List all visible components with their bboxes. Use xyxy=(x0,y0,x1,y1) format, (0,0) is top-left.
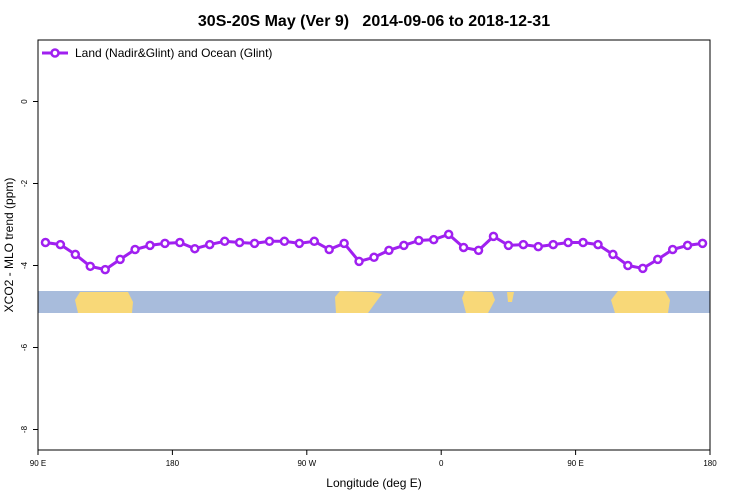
x-tick-label: 90 E xyxy=(567,459,583,468)
legend-marker xyxy=(50,48,60,58)
point xyxy=(608,249,618,260)
point xyxy=(399,240,409,251)
y-tick-label: -4 xyxy=(20,261,29,269)
point xyxy=(219,236,230,247)
point xyxy=(369,252,379,263)
point xyxy=(443,229,454,240)
point xyxy=(100,264,110,275)
point xyxy=(488,231,499,242)
y-tick-label: 0 xyxy=(20,99,29,104)
point xyxy=(533,241,544,252)
point xyxy=(473,245,484,256)
point xyxy=(40,237,51,248)
point xyxy=(652,254,663,265)
point xyxy=(85,261,96,272)
point xyxy=(70,249,81,260)
point xyxy=(324,244,334,255)
point xyxy=(339,238,349,249)
point xyxy=(682,240,693,251)
land xyxy=(462,291,495,313)
map-strip xyxy=(38,291,710,313)
legend-label: Land (Nadir&Glint) and Ocean (Glint) xyxy=(75,46,272,60)
land xyxy=(335,291,382,313)
land xyxy=(507,292,514,302)
point xyxy=(667,244,678,255)
chart-title: 30S-20S May (Ver 9) 2014-09-06 to 2018-1… xyxy=(198,13,550,30)
point xyxy=(294,238,305,249)
point xyxy=(414,235,424,246)
point xyxy=(638,263,648,274)
point xyxy=(428,234,439,245)
point xyxy=(234,237,245,248)
point xyxy=(518,239,529,250)
land xyxy=(611,291,670,313)
plot-frame xyxy=(37,39,711,451)
point xyxy=(563,237,573,248)
x-tick-label: 180 xyxy=(166,459,180,468)
point xyxy=(309,236,320,247)
point xyxy=(190,243,200,254)
x-axis-label: Longitude (deg E) xyxy=(326,476,421,490)
point xyxy=(145,240,155,251)
point xyxy=(578,237,588,248)
point xyxy=(115,254,125,265)
series-line xyxy=(45,232,703,272)
x-tick-label: 180 xyxy=(703,459,717,468)
point xyxy=(593,239,603,250)
y-tick-label: -2 xyxy=(20,179,29,187)
point xyxy=(279,236,290,247)
point xyxy=(160,238,170,249)
point xyxy=(249,238,260,249)
point xyxy=(204,239,215,250)
y-axis-label: XCO2 - MLO trend (ppm) xyxy=(2,178,16,313)
point xyxy=(384,245,394,256)
y-tick-label: -6 xyxy=(20,343,29,351)
point xyxy=(354,256,364,267)
point xyxy=(130,244,140,255)
point xyxy=(623,260,633,271)
land xyxy=(75,292,133,313)
x-tick-label: 0 xyxy=(439,459,444,468)
point xyxy=(55,239,66,250)
point xyxy=(175,237,185,248)
x-tick-label: 90 W xyxy=(297,459,316,468)
point xyxy=(264,236,275,247)
x-tick-label: 90 E xyxy=(30,459,46,468)
point xyxy=(503,240,514,251)
y-tick-label: -8 xyxy=(20,425,29,433)
point xyxy=(697,238,708,249)
point xyxy=(548,239,558,250)
point xyxy=(458,242,469,253)
